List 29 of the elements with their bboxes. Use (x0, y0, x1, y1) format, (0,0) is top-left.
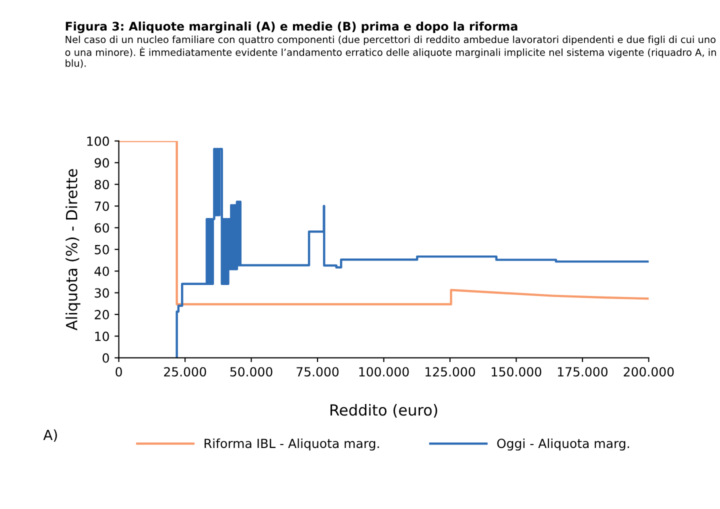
legend-label: Riforma IBL - Aliquota marg. (204, 438, 379, 451)
x-tick-label: 100.000 (359, 367, 409, 377)
text: A) (43, 429, 57, 442)
y-tick-label: 70 (94, 202, 109, 211)
y-tick-label: 10 (95, 332, 109, 342)
x-axis-title: Reddito (euro) (330, 404, 438, 418)
y-tick-label: 100 (87, 136, 109, 146)
x-tick-label: 75.000 (296, 367, 339, 377)
y-tick-label: 30 (94, 288, 109, 298)
y-tick-label: 90 (94, 158, 109, 168)
x-tick-label: 50.000 (230, 367, 272, 377)
x-tick-label: 125.000 (426, 367, 476, 377)
chart-title: Figura 3: Aliquote marginali (A) e medie (B) prima e dopo la riforma (66, 22, 518, 34)
y-axis-title: Aliquota (%) - Dirette (66, 169, 80, 330)
x-tick-label: 0 (116, 367, 122, 377)
y-tick-label: 40 (94, 266, 109, 276)
x-tick-label: 25.000 (164, 367, 206, 377)
legend-label: Oggi - Aliquota marg. (497, 438, 629, 451)
x-tick-label: 200.000 (624, 367, 674, 377)
y-tick-label: 50 (94, 244, 109, 254)
y-tick-label: 80 (94, 180, 109, 190)
line-series (118, 140, 649, 306)
y-tick-label: 0 (102, 353, 109, 363)
x-tick-label: 150.000 (492, 367, 542, 377)
x-tick-label: 175.000 (558, 367, 608, 377)
line-series (176, 148, 649, 358)
chart-subtitle: Nel caso di un nucleo familiare con quattro componenti (due percettori di reddito ambedue lavoratori dipendenti e due figli di cui uno o una minore). È immediatamente evidente l’andamento erratico delle aliquote marginali implicite nel sistema vigente (riquadro A, in blu). (65, 36, 716, 68)
y-tick-label: 60 (94, 223, 109, 233)
y-tick-label: 20 (94, 310, 109, 320)
